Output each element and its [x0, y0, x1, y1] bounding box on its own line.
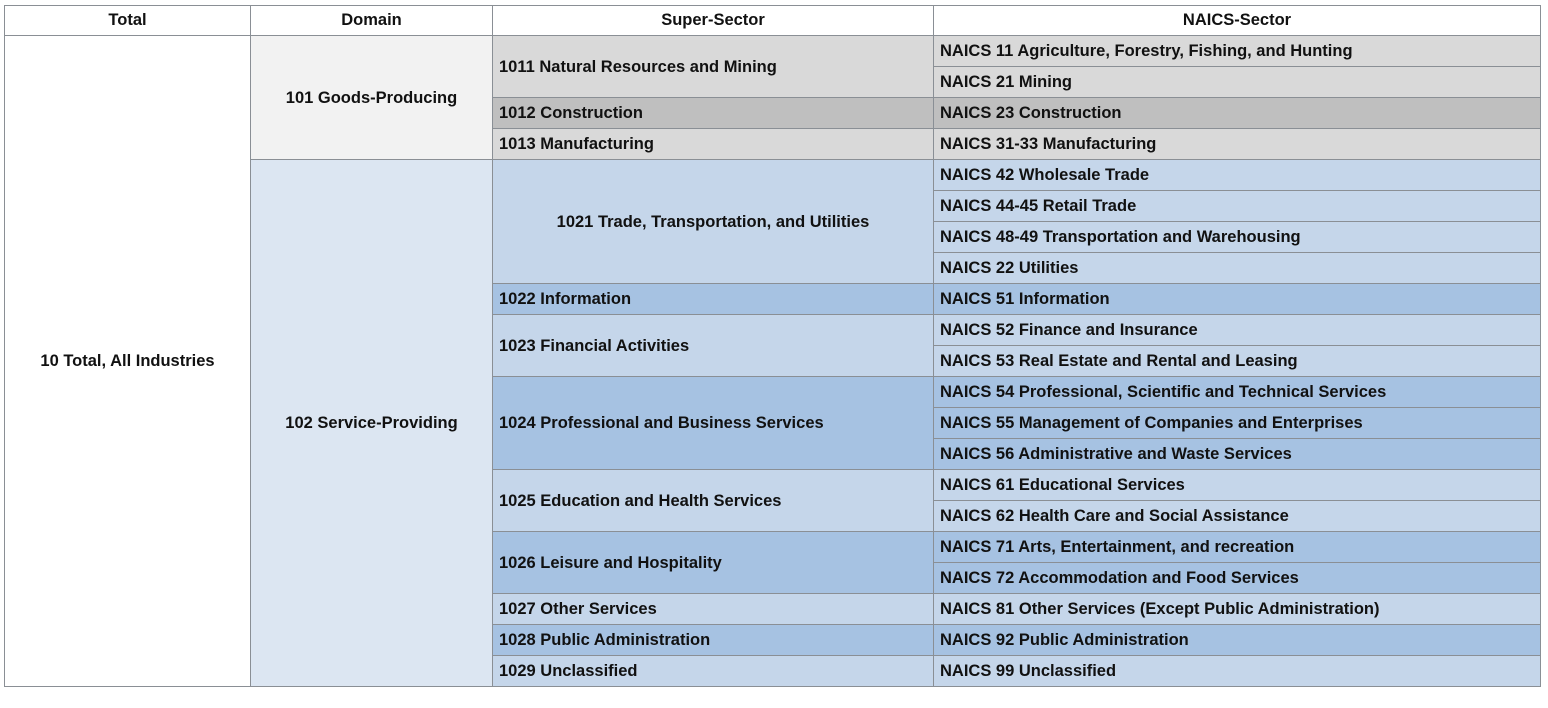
naics-sector-cell: NAICS 71 Arts, Entertainment, and recrea… — [933, 531, 1541, 563]
super-sector-cell: 1028 Public Administration — [492, 624, 934, 656]
table-row: NAICS 56 Administrative and Waste Servic… — [5, 438, 1541, 470]
table-row: 10 Total, All Industries 101 Goods-Produ… — [4, 35, 1541, 687]
super-sector-cell: 1013 Manufacturing — [492, 128, 934, 160]
super-sector-cell: 1011 Natural Resources and Mining — [492, 35, 934, 98]
table-row: 1028 Public Administration NAICS 92 Publ… — [5, 624, 1541, 656]
table-row: NAICS 72 Accommodation and Food Services — [5, 562, 1541, 594]
naics-sector-cell: NAICS 11 Agriculture, Forestry, Fishing,… — [933, 35, 1541, 67]
table-row: 1025 Education and Health Services NAICS… — [5, 469, 1541, 532]
naics-sector-cell: NAICS 31-33 Manufacturing — [933, 128, 1541, 160]
naics-sector-cell: NAICS 81 Other Services (Except Public A… — [933, 593, 1541, 625]
naics-sector-cell: NAICS 54 Professional, Scientific and Te… — [933, 376, 1541, 408]
table-row: 1022 Information NAICS 51 Information — [5, 283, 1541, 315]
header-super-sector: Super-Sector — [492, 5, 934, 36]
table-row: 1012 Construction NAICS 23 Construction — [5, 97, 1541, 129]
super-sector-cell: 1024 Professional and Business Services — [492, 376, 934, 470]
table-row: 1023 Financial Activities NAICS 52 Finan… — [5, 314, 1541, 377]
header-row: Total Domain Super-Sector NAICS-Sector — [4, 5, 1541, 36]
table-row: 102 Service-Providing 1021 Trade, Transp… — [5, 159, 1541, 687]
domain-goods-producing: 101 Goods-Producing — [250, 35, 493, 160]
naics-sector-cell: NAICS 92 Public Administration — [933, 624, 1541, 656]
super-sector-cell: 1029 Unclassified — [492, 655, 934, 687]
super-sector-cell: 1027 Other Services — [492, 593, 934, 625]
naics-sector-cell: NAICS 23 Construction — [933, 97, 1541, 129]
table-row: NAICS 62 Health Care and Social Assistan… — [5, 500, 1541, 532]
naics-sector-cell: NAICS 22 Utilities — [933, 252, 1541, 284]
naics-sector-cell: NAICS 52 Finance and Insurance — [933, 314, 1541, 346]
naics-sector-cell: NAICS 55 Management of Companies and Ent… — [933, 407, 1541, 439]
table-row: NAICS 48-49 Transportation and Warehousi… — [5, 221, 1541, 253]
naics-sector-cell: NAICS 62 Health Care and Social Assistan… — [933, 500, 1541, 532]
super-sector-cell: 1026 Leisure and Hospitality — [492, 531, 934, 594]
domain-service-providing: 102 Service-Providing — [250, 159, 493, 687]
header-total: Total — [4, 5, 251, 36]
table-row: NAICS 21 Mining — [5, 66, 1541, 98]
super-sector-cell: 1012 Construction — [492, 97, 934, 129]
naics-sector-cell: NAICS 99 Unclassified — [933, 655, 1541, 687]
naics-sector-cell: NAICS 56 Administrative and Waste Servic… — [933, 438, 1541, 470]
naics-sector-cell: NAICS 48-49 Transportation and Warehousi… — [933, 221, 1541, 253]
table-row: 1029 Unclassified NAICS 99 Unclassified — [5, 655, 1541, 687]
super-sector-cell: 1025 Education and Health Services — [492, 469, 934, 532]
table-row: NAICS 22 Utilities — [5, 252, 1541, 284]
super-sector-cell: 1023 Financial Activities — [492, 314, 934, 377]
table-row: NAICS 53 Real Estate and Rental and Leas… — [5, 345, 1541, 377]
table-row: NAICS 44-45 Retail Trade — [5, 190, 1541, 222]
header-domain: Domain — [250, 5, 493, 36]
naics-sector-cell: NAICS 51 Information — [933, 283, 1541, 315]
naics-sector-cell: NAICS 42 Wholesale Trade — [933, 159, 1541, 191]
industry-hierarchy-table: Total Domain Super-Sector NAICS-Sector 1… — [4, 5, 1541, 687]
naics-sector-cell: NAICS 21 Mining — [933, 66, 1541, 98]
header-naics-sector: NAICS-Sector — [933, 5, 1541, 36]
super-sector-cell: 1021 Trade, Transportation, and Utilitie… — [492, 159, 934, 284]
table-row: 1013 Manufacturing NAICS 31-33 Manufactu… — [5, 128, 1541, 160]
naics-sector-cell: NAICS 53 Real Estate and Rental and Leas… — [933, 345, 1541, 377]
table-row: 1026 Leisure and Hospitality NAICS 71 Ar… — [5, 531, 1541, 594]
super-sector-cell: 1022 Information — [492, 283, 934, 315]
naics-sector-cell: NAICS 44-45 Retail Trade — [933, 190, 1541, 222]
naics-sector-cell: NAICS 72 Accommodation and Food Services — [933, 562, 1541, 594]
table-row: NAICS 55 Management of Companies and Ent… — [5, 407, 1541, 439]
naics-sector-cell: NAICS 61 Educational Services — [933, 469, 1541, 501]
total-cell: 10 Total, All Industries — [4, 35, 251, 687]
